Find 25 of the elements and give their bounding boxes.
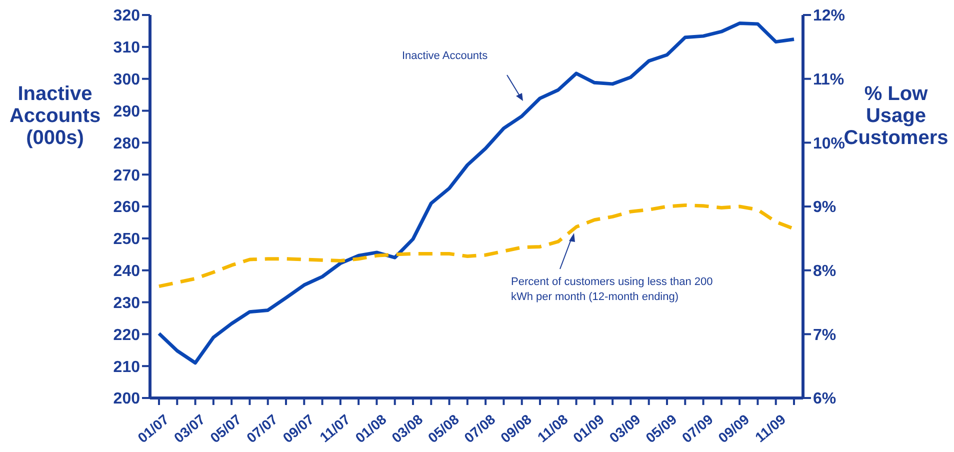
line-series (157, 22, 796, 365)
y-tick-label: 260 (113, 199, 140, 216)
annotation: Inactive Accounts (402, 50, 488, 62)
y-axis-title: Inactive Accounts (000s) (9, 83, 101, 149)
y-tick-label: 230 (113, 294, 140, 312)
y-tick-label: 310 (113, 40, 140, 57)
y-tick-label: 220 (113, 326, 140, 344)
y-tick-label: 300 (113, 72, 140, 89)
y2-tick-label: 7% (813, 326, 836, 344)
y-tick-label: 320 (113, 8, 140, 25)
y2-tick-label: 10% (813, 135, 846, 152)
y2-tick-label: 8% (813, 263, 836, 280)
y2-axis-title: % Low Usage Customers (844, 83, 948, 149)
y2-tick-label: 9% (813, 199, 836, 216)
y-tick-label: 210 (113, 358, 140, 376)
y-tick-label: 240 (113, 263, 140, 280)
y-tick-label: 290 (113, 103, 140, 120)
y-tick-label: 270 (113, 167, 140, 184)
y2-tick-label: 6% (813, 390, 836, 408)
annotation: Percent of customers using less than 200 kWh per month (12-month ending) (511, 275, 714, 305)
y-tick-label: 250 (113, 231, 140, 248)
y-tick-label: 280 (113, 135, 140, 152)
y2-tick-label: 11% (813, 72, 844, 89)
y2-tick-label: 12% (813, 8, 846, 25)
y-tick-label: 200 (113, 390, 140, 408)
